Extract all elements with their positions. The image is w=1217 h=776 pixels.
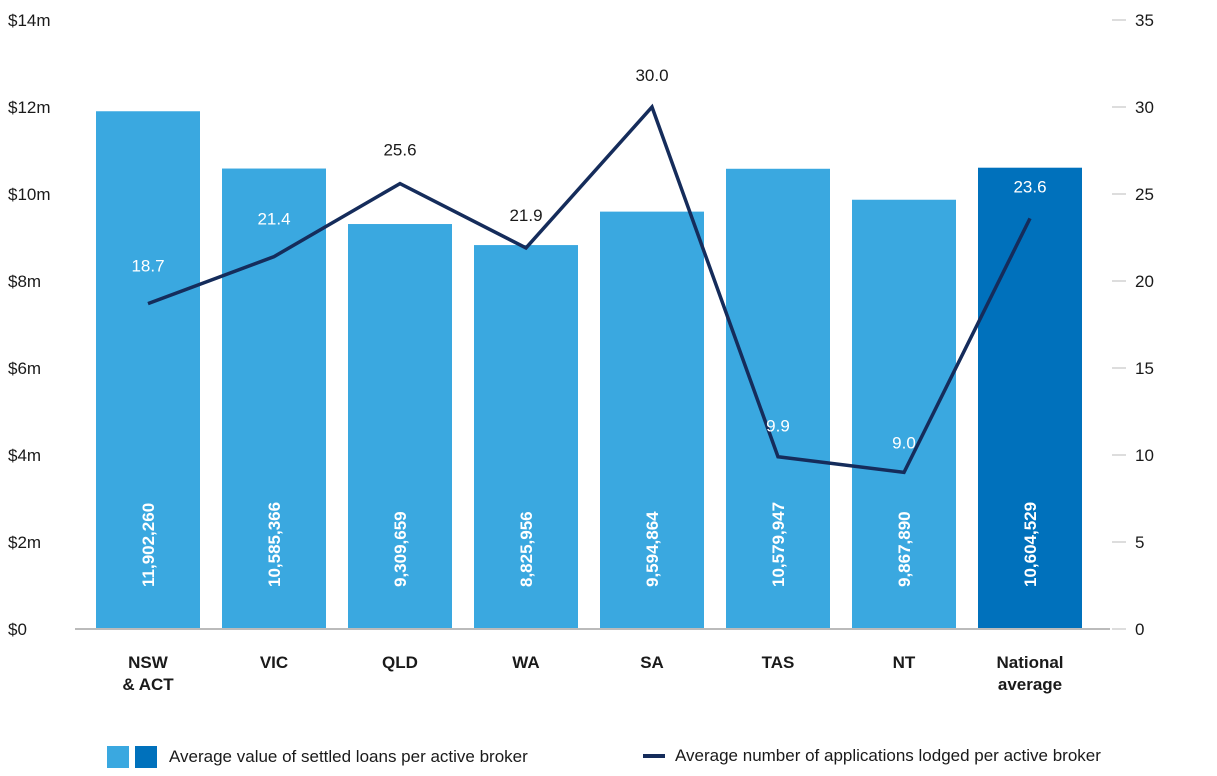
left-tick-label: $12m (8, 98, 51, 117)
category-label-line: NT (893, 653, 916, 672)
legend-item-line: Average number of applications lodged pe… (643, 746, 1101, 766)
line-value-label: 18.7 (131, 257, 164, 276)
left-tick-label: $4m (8, 446, 41, 465)
bar-value-label: 11,902,260 (139, 503, 158, 587)
bar-value-label: 9,594,864 (643, 511, 662, 587)
left-tick-label: $0 (8, 620, 27, 639)
bar (348, 224, 452, 629)
category-label: SA (640, 653, 664, 672)
bar (474, 245, 578, 629)
left-axis-ticks: $0 $2m $4m $6m $8m $10m $12m $14m (8, 11, 51, 639)
legend-swatch-bar (107, 746, 129, 768)
left-tick-label: $6m (8, 359, 41, 378)
bar-value-label: 10,604,529 (1021, 502, 1040, 587)
category-label: WA (512, 653, 539, 672)
category-label: VIC (260, 653, 288, 672)
line-value-labels: 18.7 21.4 25.6 21.9 30.0 9.9 9.0 23.6 (131, 66, 1046, 452)
category-label-line: TAS (762, 653, 795, 672)
left-tick-label: $2m (8, 533, 41, 552)
bar (600, 211, 704, 629)
series-line (147, 103, 1032, 475)
category-label-line: SA (640, 653, 664, 672)
category-label: NSW & ACT (122, 653, 174, 694)
category-label: NT (893, 653, 916, 672)
legend-item-bars: Average value of settled loans per activ… (107, 746, 528, 768)
bar (978, 167, 1082, 629)
legend-label-bars: Average value of settled loans per activ… (169, 747, 528, 766)
line-value-label: 23.6 (1013, 177, 1046, 196)
bar-value-label: 10,585,366 (265, 502, 284, 587)
category-label: TAS (762, 653, 795, 672)
category-label-line: average (998, 675, 1062, 694)
bar (222, 168, 326, 630)
line-value-label: 25.6 (383, 141, 416, 160)
left-tick-label: $8m (8, 272, 41, 291)
category-label-line: National (996, 653, 1063, 672)
right-tick-label: 25 (1135, 185, 1154, 204)
line-value-label: 9.9 (766, 417, 790, 436)
bar (852, 199, 956, 630)
left-tick-label: $10m (8, 185, 51, 204)
right-tick-label: 30 (1135, 98, 1154, 117)
line-value-label: 30.0 (635, 66, 668, 85)
legend: Average value of settled loans per activ… (0, 746, 1217, 776)
line-series (147, 103, 1032, 475)
legend-swatch-line (643, 754, 665, 758)
bar-value-label: 9,867,890 (895, 511, 914, 587)
category-labels: NSW & ACT VIC QLD WA SA TAS NT National average (122, 653, 1063, 694)
bar-series (96, 111, 1082, 630)
category-label: National average (996, 653, 1063, 694)
category-label-line: & ACT (122, 675, 174, 694)
line-value-label: 21.4 (257, 210, 290, 229)
legend-label-line: Average number of applications lodged pe… (675, 746, 1101, 765)
right-tick-label: 35 (1135, 11, 1154, 30)
bar-value-labels: 11,902,260 10,585,366 9,309,659 8,825,956 9,… (139, 502, 1040, 587)
left-tick-label: $14m (8, 11, 51, 30)
line-value-label: 9.0 (892, 433, 916, 452)
bar-value-label: 8,825,956 (517, 511, 536, 587)
bar (726, 168, 830, 629)
category-label-line: VIC (260, 653, 288, 672)
right-tick-label: 5 (1135, 533, 1144, 552)
category-label: QLD (382, 653, 418, 672)
bar (96, 111, 200, 629)
bar-value-label: 9,309,659 (391, 511, 410, 587)
bar-value-label: 10,579,947 (769, 502, 788, 587)
legend-swatch-bar-highlight (135, 746, 157, 768)
right-tick-label: 20 (1135, 272, 1154, 291)
category-label-line: WA (512, 653, 539, 672)
category-label-line: QLD (382, 653, 418, 672)
right-axis-ticks: 0 5 10 15 20 25 30 35 (1112, 11, 1154, 639)
right-tick-label: 10 (1135, 446, 1154, 465)
right-tick-label: 0 (1135, 620, 1144, 639)
category-label-line: NSW (128, 653, 169, 672)
right-tick-label: 15 (1135, 359, 1154, 378)
line-value-label: 21.9 (509, 206, 542, 225)
